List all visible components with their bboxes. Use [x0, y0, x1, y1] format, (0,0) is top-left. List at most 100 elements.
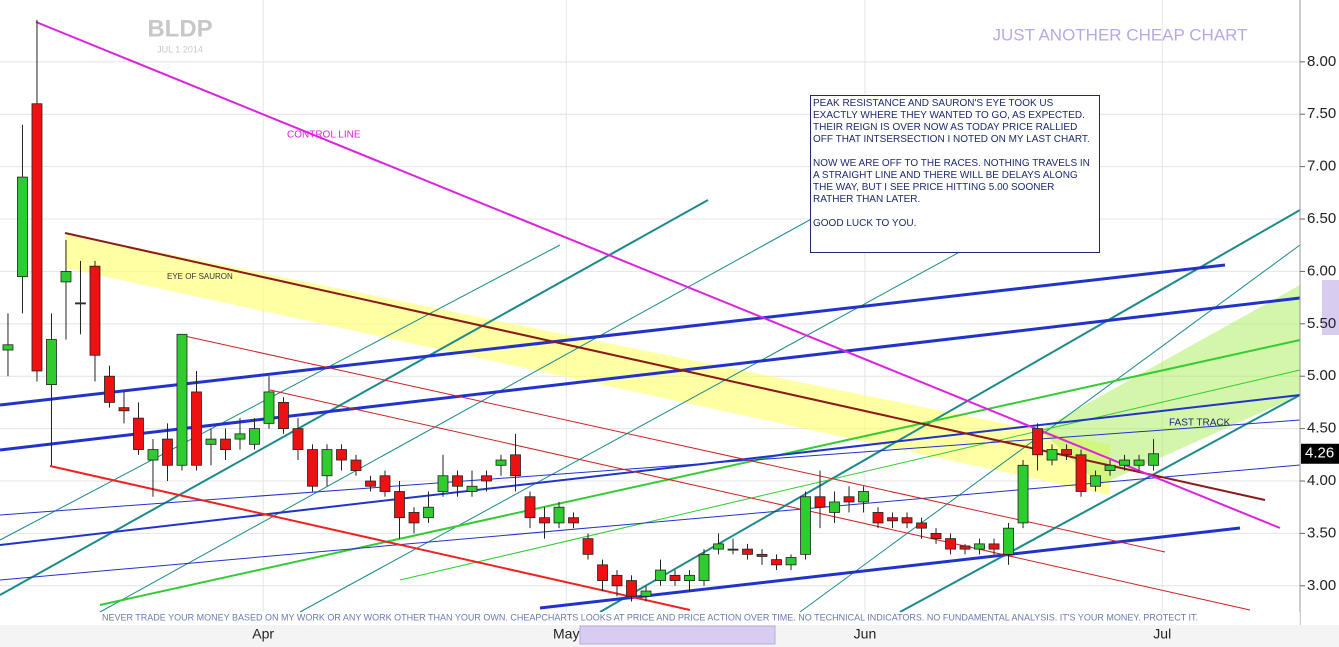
candle-body: [205, 438, 217, 445]
x-tick-label: May: [553, 626, 579, 642]
candle-body: [713, 543, 724, 550]
control-line: [35, 21, 1281, 529]
candle-body: [1061, 449, 1072, 456]
plot-area: [0, 0, 1300, 612]
candle-body: [89, 265, 101, 356]
footnote: NEVER TRADE YOUR MONEY BASED ON MY WORK …: [102, 612, 1198, 622]
y-tick-label: 7.00: [1307, 158, 1336, 175]
candle-body: [147, 449, 159, 461]
chart-title: BLDP: [147, 15, 212, 42]
candle-body: [220, 438, 231, 450]
x-axis: Apr May Jun Jul: [252, 626, 1171, 642]
note-text: NOW WE ARE OFF TO THE RACES. NOTHING TRA…: [813, 158, 1090, 205]
candle-body: [263, 391, 275, 424]
blue-line: [0, 419, 1301, 516]
candle-body: [684, 574, 695, 581]
candle-body: [872, 512, 884, 524]
candle-body: [17, 176, 28, 278]
candle-body: [742, 548, 753, 555]
candle-body: [1046, 449, 1058, 461]
axis-scroll-handle[interactable]: [1322, 280, 1339, 335]
candle-body: [568, 517, 579, 524]
y-tick-label: 6.50: [1307, 210, 1336, 227]
candle-body: [133, 417, 144, 450]
candle-body: [234, 433, 246, 440]
candle-body: [423, 506, 434, 519]
last-price-label: 4.26: [1305, 445, 1334, 462]
y-tick-label: 5.00: [1307, 367, 1336, 384]
candle-body: [278, 402, 289, 430]
candle-body: [1104, 464, 1116, 471]
eye-band: [65, 233, 1110, 495]
sauron-line: [64, 232, 1266, 501]
chart-subtitle: JUL 1 2014: [157, 44, 203, 54]
y-tick-label: 7.50: [1307, 105, 1336, 122]
y-tick-label: 8.00: [1307, 53, 1336, 70]
candle-body: [437, 475, 449, 492]
candle-body: [539, 517, 550, 524]
candle-body: [756, 553, 768, 557]
candle-body: [901, 517, 913, 524]
y-tick-label: 3.00: [1307, 577, 1336, 594]
annotation: CONTROL LINE: [287, 130, 361, 141]
note-text: GOOD LUCK TO YOU.: [813, 218, 917, 229]
candle-body: [60, 271, 72, 283]
candle-body: [1003, 527, 1014, 555]
candle-body: [582, 538, 594, 555]
candle-body: [394, 491, 405, 519]
note-text: PEAK RESISTANCE AND SAURON'S EYE TOOK US…: [813, 98, 1090, 145]
candle-body: [321, 449, 333, 477]
fast-track-band: [1040, 285, 1300, 485]
candle-body: [2, 344, 14, 351]
candle-body: [858, 491, 869, 503]
blue-line: [0, 296, 1301, 452]
candle-body: [727, 548, 739, 551]
candle-body: [829, 501, 840, 513]
candle-body: [379, 475, 391, 492]
scrollbar-thumb[interactable]: [579, 625, 776, 645]
candle-body: [553, 506, 565, 524]
candle-body: [887, 517, 898, 522]
candle-body: [974, 543, 985, 550]
annotation: EYE OF SAURON: [167, 272, 233, 281]
banner: JUST ANOTHER CHEAP CHART: [992, 25, 1247, 44]
candle-body: [495, 459, 507, 466]
green-line: [399, 369, 1301, 581]
candle-body: [75, 302, 86, 305]
channel-line: [899, 394, 1301, 613]
candle-body: [930, 533, 942, 540]
blue-line: [0, 263, 1226, 407]
candle-body: [1090, 475, 1101, 487]
candle-body: [988, 543, 1000, 550]
last-price-box: [1301, 443, 1339, 464]
blue-line: [0, 394, 1301, 546]
candle-body: [31, 103, 43, 372]
candle-body: [597, 564, 608, 581]
trend-lines: [0, 21, 1301, 613]
red-line: [269, 389, 1251, 611]
candle-body: [843, 496, 855, 503]
candle-body: [771, 559, 782, 566]
candle-body: [118, 407, 130, 412]
candle-body: [452, 475, 463, 487]
candle-body: [785, 557, 797, 566]
blue-line: [539, 526, 1241, 610]
y-axis: 3.00 3.50 4.00 4.50 5.00 5.50 6.00 6.50 7.00 7.50…: [1300, 53, 1339, 594]
candle-body: [104, 375, 115, 403]
candle-body: [814, 496, 826, 508]
candle-body: [640, 590, 652, 597]
candle-body: [1075, 454, 1087, 492]
candle-body: [466, 485, 478, 492]
candle-body: [46, 339, 57, 385]
candle-body: [162, 438, 173, 466]
x-tick-label: Jul: [1153, 626, 1171, 642]
red-line: [179, 334, 1166, 553]
candle-body: [1148, 453, 1159, 466]
candle-body: [800, 496, 811, 555]
candles: [2, 19, 1159, 602]
candle-body: [249, 428, 260, 445]
channel-line: [0, 199, 709, 596]
candle-body: [510, 454, 521, 477]
